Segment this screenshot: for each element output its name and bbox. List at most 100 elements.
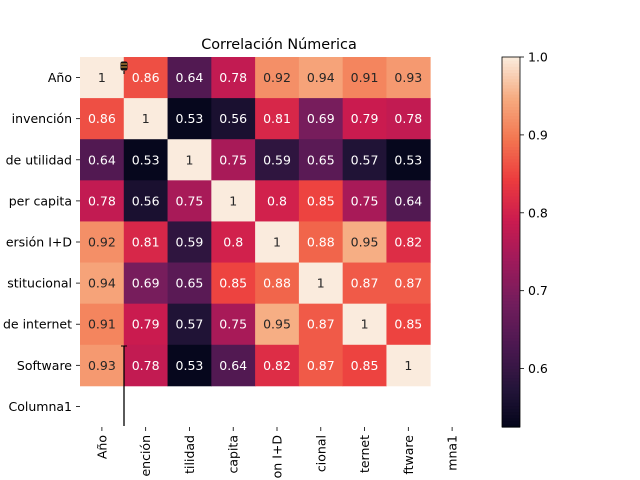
colorbar-band: [502, 340, 520, 345]
heatmap-cell: [211, 344, 256, 387]
colorbar-band: [502, 198, 520, 203]
colorbar-band: [502, 72, 520, 77]
cell-value-label: 1: [317, 276, 325, 291]
colorbar-band: [502, 362, 520, 366]
heatmap-cells: 1 0.86 0.64 0.78 0.92 0.94 0.91 0.93 0.86 1 0.53 0.…: [80, 57, 431, 387]
heatmap-cell: [167, 221, 212, 263]
colorbar-band: [502, 140, 520, 144]
cell-value-label: 1: [273, 235, 281, 250]
heatmap-cell: [211, 57, 256, 99]
y-tick-label: per capita: [9, 193, 72, 208]
colorbar-band: [502, 143, 520, 148]
colorbar-band: [502, 168, 520, 172]
cell-value-label: 0.88: [307, 235, 335, 250]
colorbar-band: [502, 288, 520, 292]
heatmap-cell: [342, 344, 387, 387]
y-tick-label: ersión I+D: [6, 235, 72, 250]
colorbar-band: [502, 100, 520, 104]
colorbar-band: [502, 257, 520, 262]
cell-value-label: 0.85: [351, 358, 379, 373]
cell-value-label: 0.75: [351, 193, 379, 208]
cell-value-label: 0.8: [267, 193, 287, 208]
colorbar-band: [502, 127, 520, 132]
colorbar-band: [502, 152, 520, 157]
cell-value-label: 0.85: [307, 193, 335, 208]
colorbar-band: [502, 186, 520, 191]
colorbar-band: [502, 312, 520, 317]
column-labels: Año ención tilidad capita on I+D cional ternet…: [94, 427, 460, 478]
cell-value-label: 0.65: [307, 152, 335, 167]
heatmap-cell: [123, 180, 168, 222]
colorbar-band: [502, 220, 520, 225]
colorbar-band: [502, 137, 520, 141]
colorbar-band: [502, 248, 520, 252]
cell-value-label: 1: [185, 152, 193, 167]
colorbar-band: [502, 390, 520, 394]
colorbar-band: [502, 134, 520, 138]
heatmap-cell: [386, 180, 431, 222]
colorbar-band: [502, 334, 520, 339]
colorbar-tick-label: 1.0: [528, 50, 548, 65]
colorbar-band: [502, 423, 520, 428]
colorbar-band: [502, 279, 520, 283]
colorbar-band: [502, 272, 520, 277]
colorbar-band: [502, 402, 520, 407]
heatmap-cell: [123, 98, 168, 140]
x-tick-label: ternet: [357, 435, 372, 473]
heatmap-cell: [167, 262, 212, 305]
colorbar-band: [502, 343, 520, 348]
colorbar-band: [502, 235, 520, 240]
cell-value-label: 0.64: [219, 358, 247, 373]
x-tick-label: ención: [138, 435, 153, 477]
cell-value-label: 0.53: [132, 152, 160, 167]
cell-value-label: 0.82: [263, 358, 291, 373]
cell-value-label: 0.69: [132, 276, 160, 291]
cell-value-label: 0.69: [307, 111, 335, 126]
cell-value-label: 0.78: [88, 193, 116, 208]
colorbar-band: [502, 294, 520, 299]
cell-value-label: 0.85: [219, 276, 247, 291]
y-tick-label: de utilidad: [6, 152, 72, 167]
colorbar-band: [502, 309, 520, 314]
colorbar-band: [502, 232, 520, 237]
colorbar-band: [502, 346, 520, 351]
colorbar-band: [502, 124, 520, 129]
cell-value-label: 0.94: [307, 70, 335, 85]
colorbar-band: [502, 195, 520, 200]
colorbar-band: [502, 205, 520, 209]
colorbar-band: [502, 78, 520, 83]
heatmap-cell: [342, 221, 387, 263]
colorbar: 0.6 0.7 0.8 0.9 1.0: [501, 50, 548, 428]
colorbar-band: [502, 245, 520, 249]
colorbar-tick-label: 0.6: [528, 361, 548, 376]
cell-value-label: 0.59: [176, 235, 204, 250]
cell-value-label: 0.81: [132, 235, 160, 250]
colorbar-band: [502, 214, 520, 218]
heatmap-cell: [386, 221, 431, 263]
heatmap-cell: [386, 303, 431, 346]
colorbar-band: [502, 84, 520, 89]
colorbar-band: [502, 131, 520, 135]
mouse-pointer-icon: [120, 61, 128, 74]
colorbar-band: [502, 414, 520, 419]
colorbar-band: [502, 417, 520, 422]
heatmap-cell: [167, 98, 212, 140]
cursor-overlay: [120, 61, 128, 426]
colorbar-band: [502, 112, 520, 117]
colorbar-band: [502, 211, 520, 215]
heatmap-cell: [80, 57, 125, 99]
colorbar-band: [502, 328, 520, 333]
heatmap-cell: [211, 98, 256, 140]
colorbar-band: [502, 411, 520, 416]
colorbar-band: [502, 223, 520, 228]
colorbar-band: [502, 106, 520, 111]
cell-value-label: 0.95: [263, 317, 291, 332]
cell-value-label: 0.64: [394, 193, 422, 208]
colorbar-band: [502, 300, 520, 305]
cell-value-label: 0.93: [88, 358, 116, 373]
heatmap-cell: [167, 344, 212, 387]
colorbar-band: [502, 66, 520, 70]
cell-value-label: 0.86: [132, 70, 160, 85]
cell-value-label: 1: [361, 317, 369, 332]
colorbar-band: [502, 229, 520, 234]
